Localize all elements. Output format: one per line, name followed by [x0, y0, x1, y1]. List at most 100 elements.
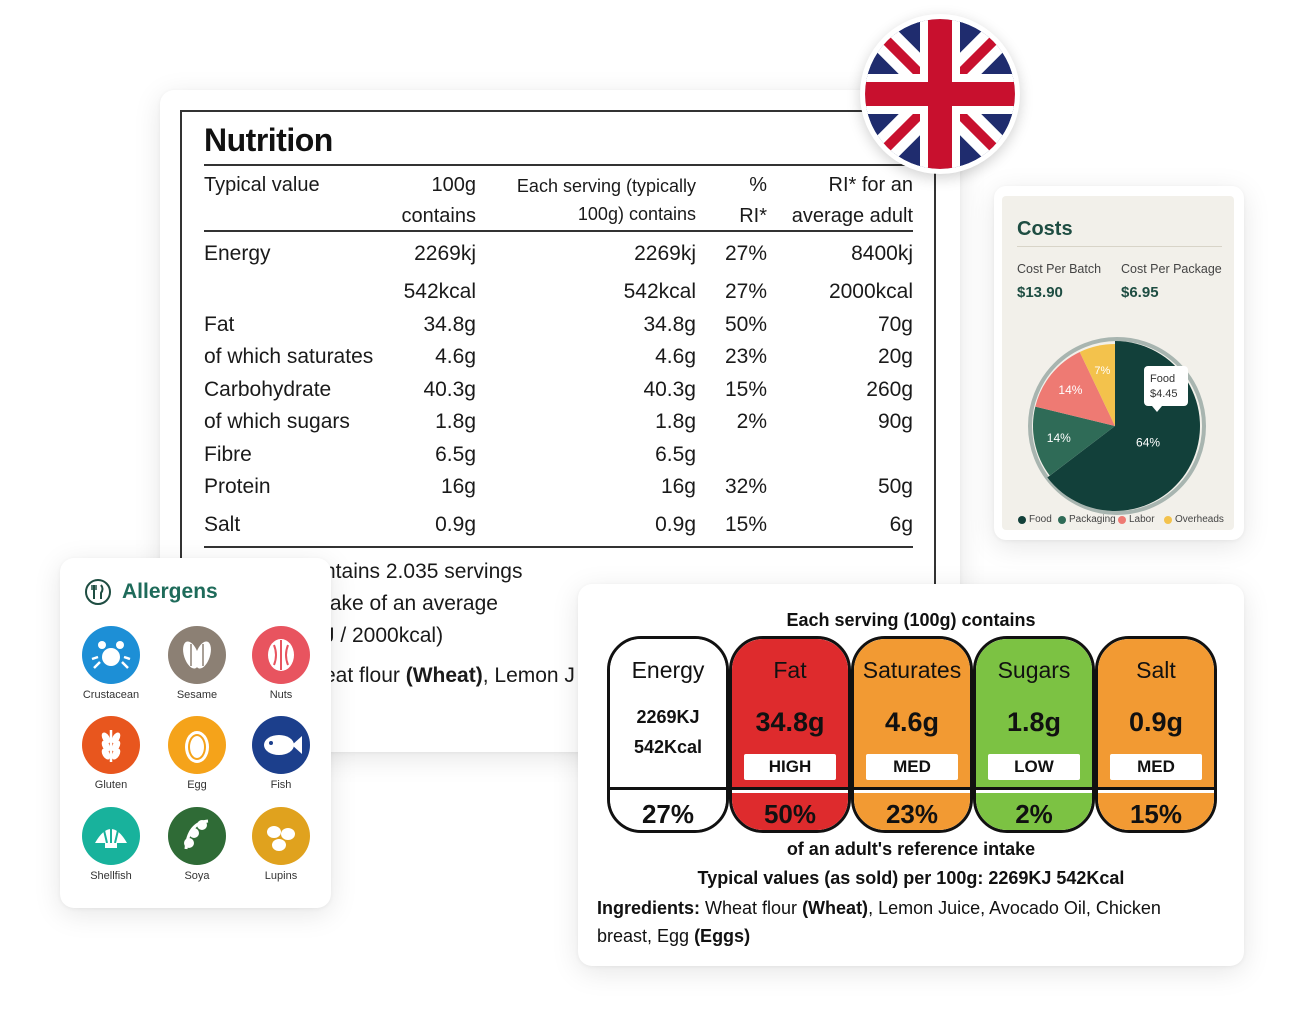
nutrient-name: Protein — [204, 475, 271, 498]
fop-pill-salt: Salt 0.9g MED 15% — [1095, 636, 1217, 833]
crab-icon — [82, 626, 140, 684]
legend-swatch — [1018, 515, 1026, 524]
pill-level-badge: LOW — [988, 754, 1080, 780]
pill-percent: 2% — [976, 793, 1092, 830]
allergen-label: Lupins — [264, 870, 298, 882]
per100-value: 16g — [440, 475, 476, 498]
allergen-crustacean[interactable]: Crustacean — [73, 626, 149, 701]
pill-top: Salt 0.9g MED — [1098, 639, 1214, 790]
allergen-lupins[interactable]: Lupins — [243, 807, 319, 882]
legend-item-packaging[interactable]: Packaging — [1058, 514, 1116, 525]
footer-reference: take of an average — [324, 592, 498, 615]
allergen-label: Crustacean — [82, 689, 140, 701]
costs-card: Costs Cost Per Batch $13.90 Cost Per Pac… — [994, 186, 1244, 540]
tooltip-box — [1144, 366, 1188, 406]
uk-flag-icon — [860, 14, 1020, 174]
pill-energy-kcal: 542Kcal — [633, 737, 703, 757]
fop-typical-values: Typical values (as sold) per 100g: 2269K… — [697, 868, 1125, 888]
allergen-shellfish[interactable]: Shellfish — [73, 807, 149, 882]
legend-label: Labor — [1129, 514, 1155, 525]
nutrient-name: Fat — [204, 313, 235, 336]
allergen-soya[interactable]: Soya — [159, 807, 235, 882]
allergen-fish[interactable]: Fish — [243, 716, 319, 791]
per100-value: 1.8g — [435, 410, 476, 433]
pie-slice-labor[interactable] — [1035, 351, 1115, 426]
nutrition-title: Nutrition — [204, 122, 333, 158]
ingredients-text: Wheat flour — [700, 898, 803, 918]
nutrient-name: Salt — [204, 513, 241, 536]
ingredients-allergen-eggs: (Eggs) — [694, 926, 751, 946]
pill-level-badge: MED — [1110, 754, 1202, 780]
pie-slice-overheads[interactable] — [1079, 344, 1115, 426]
pie-tooltip: Food $4.45 — [1144, 366, 1188, 412]
footer-ingredients: eat flour (Wheat), Lemon J — [324, 664, 575, 688]
serving-value: 542kcal — [623, 280, 696, 303]
ri-value: 2000kcal — [828, 280, 913, 303]
allergen-sesame[interactable]: Sesame — [159, 626, 235, 701]
allergens-card: Allergens Crustacean Sesame Nuts Gluten Egg F… — [60, 558, 331, 908]
header-ri-line2: average adult — [791, 205, 913, 227]
pill-value: 0.9g — [1128, 707, 1184, 737]
ri-value: 6g — [889, 513, 913, 536]
legend-swatch — [1058, 515, 1066, 524]
nutrient-name: Energy — [204, 242, 271, 265]
allergen-egg[interactable]: Egg — [159, 716, 235, 791]
nut-icon — [252, 626, 310, 684]
ingredients-text: , Lemon Juice, Avocado Oil, Chicken brea… — [597, 898, 1161, 946]
ri-value: 260g — [866, 378, 913, 401]
pill-percent: 27% — [610, 793, 726, 830]
egg-icon — [168, 716, 226, 774]
legend-label: Packaging — [1069, 514, 1116, 525]
allergen-nuts[interactable]: Nuts — [243, 626, 319, 701]
footer-ingredients-allergen: (Wheat) — [405, 664, 483, 687]
pill-top: Sugars 1.8g LOW — [976, 639, 1092, 790]
pill-level-badge: MED — [866, 754, 958, 780]
pill-nutrient-name: Salt — [1136, 657, 1176, 683]
serving-value: 34.8g — [643, 313, 696, 336]
allergen-gluten[interactable]: Gluten — [73, 716, 149, 791]
pill-nutrient-name: Saturates — [862, 657, 962, 683]
pill-level-badge: HIGH — [744, 754, 836, 780]
fop-pill-energy: Energy 2269KJ 542Kcal 27% — [607, 636, 729, 833]
allergen-label: Nuts — [269, 689, 293, 701]
per100-value: 40.3g — [423, 378, 476, 401]
cost-pie-chart: 64% 14% 14% 7% Food $4.45 — [1028, 337, 1206, 515]
legend-item-overheads[interactable]: Overheads — [1164, 514, 1224, 525]
cost-per-package-label: Cost Per Package — [1121, 262, 1222, 276]
allergen-label: Shellfish — [90, 870, 132, 882]
pill-percent: 50% — [732, 793, 848, 830]
pill-top: Saturates 4.6g MED — [854, 639, 970, 790]
legend-item-food[interactable]: Food — [1018, 514, 1052, 525]
pie-slice-packaging[interactable] — [1033, 406, 1115, 476]
ri-percent: 27% — [724, 242, 767, 265]
traffic-light-label-card: Each serving (100g) contains Energy 2269K… — [578, 584, 1244, 966]
nutrient-name: Carbohydrate — [204, 378, 332, 401]
legend-swatch — [1164, 515, 1172, 524]
legend-label: Overheads — [1175, 514, 1224, 525]
pill-value: 1.8g — [1006, 707, 1062, 737]
legend-item-labor[interactable]: Labor — [1118, 514, 1155, 525]
header-typical-value: Typical value — [204, 174, 320, 196]
per100-value: 34.8g — [423, 313, 476, 336]
cost-per-batch-value: $13.90 — [1017, 284, 1063, 301]
footer-ingredients-text: eat flour — [324, 664, 406, 687]
footer-ingredients-text: , Lemon J — [482, 664, 575, 687]
divider — [204, 546, 913, 548]
pill-value: 34.8g — [755, 707, 825, 737]
nutrition-table-border — [180, 110, 936, 610]
fop-pill-sugars: Sugars 1.8g LOW 2% — [973, 636, 1095, 833]
pill-energy-kj: 2269KJ — [636, 707, 700, 727]
ri-value: 50g — [877, 475, 913, 498]
pill-nutrient-name: Sugars — [997, 657, 1071, 683]
fop-pill-saturates: Saturates 4.6g MED 23% — [851, 636, 973, 833]
legend-swatch — [1118, 515, 1126, 524]
serving-value: 0.9g — [655, 513, 696, 536]
divider — [204, 230, 913, 232]
pill-value: 4.6g — [884, 707, 940, 737]
nutrient-name: of which sugars — [204, 410, 350, 433]
pill-top: Fat 34.8g HIGH — [732, 639, 848, 790]
ri-percent: 32% — [724, 475, 767, 498]
tooltip-pointer — [1152, 406, 1162, 412]
ri-percent: 23% — [724, 345, 767, 368]
pie-label-packaging: 14% — [1047, 431, 1071, 445]
